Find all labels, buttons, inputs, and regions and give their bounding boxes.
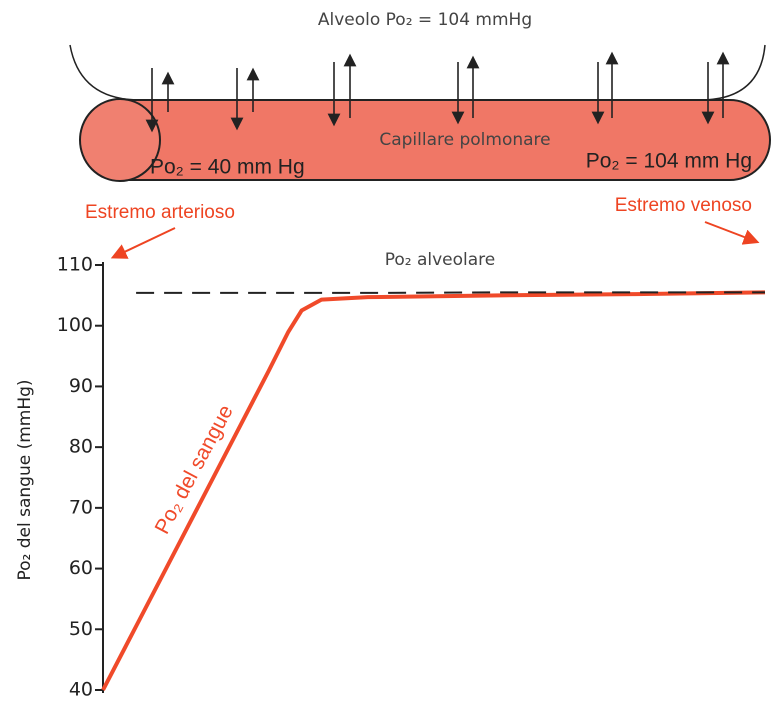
y-axis-label: Po₂ del sangue (mmHg) [15,379,35,580]
capillary-end [80,99,160,181]
venous-end: Estremo venoso [615,195,752,216]
y-tick-label: 80 [69,436,93,458]
y-tick-label: 70 [69,496,93,518]
page: Alveolo Po₂ = 104 mmHg Capillare polmona… [0,0,775,710]
diagram: Alveolo Po₂ = 104 mmHg Capillare polmona… [70,10,770,255]
y-tick-label: 60 [69,557,93,579]
venous-po2: Po₂ = 104 mm Hg [586,150,752,173]
y-tick-label: 50 [69,618,93,640]
capillary-label: Capillare polmonare [379,130,550,150]
alveolus [70,45,765,100]
alveolus-po2: Alveolo Po₂ = 104 mmHg [318,10,532,30]
y-tick-label: 110 [57,254,93,276]
arrow [705,222,752,240]
y-tick-label: 40 [69,679,93,701]
arterial-po2: Po₂ = 40 mm Hg [150,156,305,179]
y-tick-label: 90 [69,375,93,397]
chart: 40 50 60 70 80 90 100 110 Po₂ del sangue (mmHg) P… [15,250,765,701]
series-label: Po₂ alveolare [385,250,496,270]
arterial-end: Estremo arterioso [85,202,235,223]
y-tick-label: 100 [57,314,93,336]
arrow [118,228,175,255]
series-line [136,292,765,293]
series-line [103,292,765,690]
